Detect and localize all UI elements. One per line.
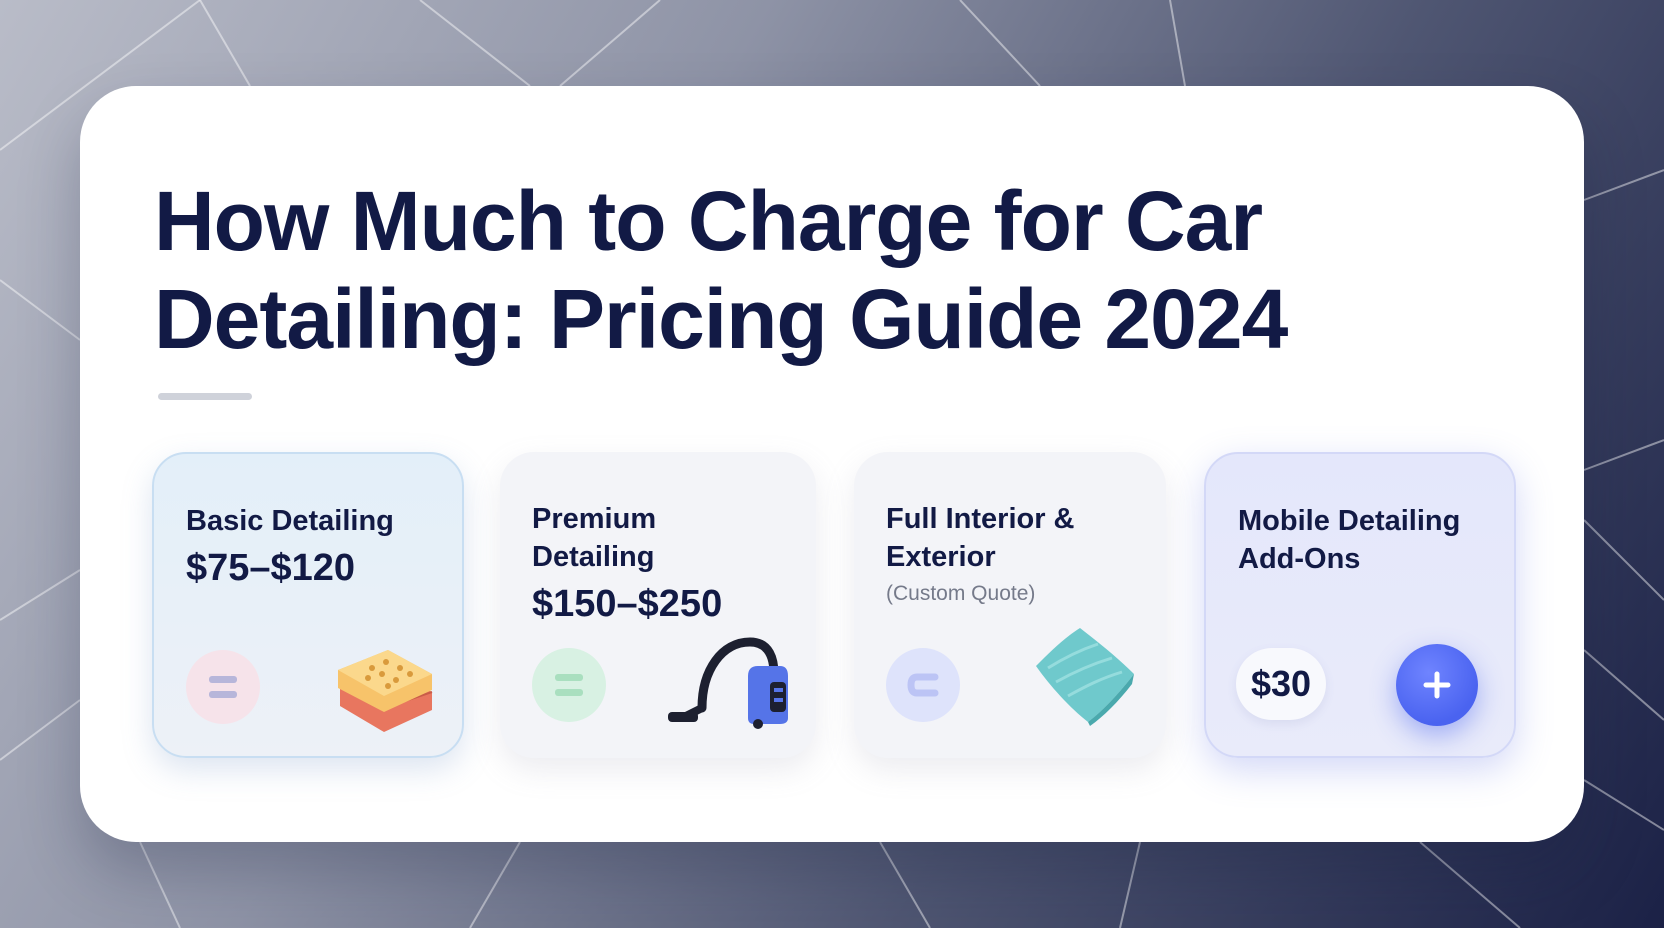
card-premium-detailing[interactable]: Premium Detailing $150–$250 [500, 452, 816, 758]
card-price: $75–$120 [186, 547, 356, 589]
sponge-icon [338, 650, 433, 732]
page-title: How Much to Charge for Car Detailing: Pr… [154, 174, 1288, 366]
list-icon [186, 650, 260, 724]
card-label: Premium Detailing [532, 503, 657, 573]
main-panel: How Much to Charge for Car Detailing: Pr… [80, 86, 1584, 842]
vacuum-icon [668, 637, 788, 729]
list-icon [532, 648, 606, 722]
card-price: $150–$250 [532, 583, 723, 625]
card-note: (Custom Quote) [886, 582, 1036, 605]
card-label: Mobile Detailing Add-Ons [1238, 505, 1461, 575]
add-addon-button[interactable] [1396, 644, 1478, 726]
card-mobile-detailing-addons[interactable]: Mobile Detailing Add-Ons $30 [1204, 452, 1516, 758]
card-label: Basic Detailing [186, 505, 394, 537]
card-label: Full Interior & Exterior [886, 503, 1075, 573]
card-full-interior-exterior[interactable]: Full Interior & Exterior (Custom Quote) [854, 452, 1166, 758]
addon-price: $30 [1236, 648, 1326, 720]
c-shape-icon [886, 648, 960, 722]
microfiber-towel-icon [1036, 628, 1134, 726]
title-divider [158, 393, 252, 400]
card-basic-detailing[interactable]: Basic Detailing $75–$120 [152, 452, 464, 758]
plus-icon [1423, 671, 1451, 699]
